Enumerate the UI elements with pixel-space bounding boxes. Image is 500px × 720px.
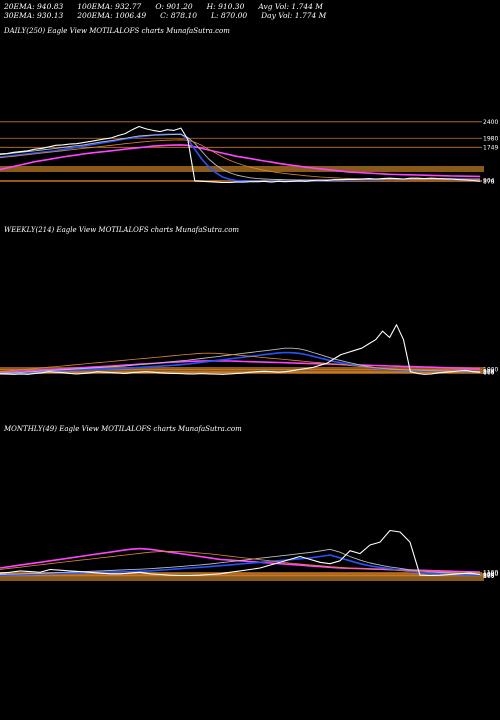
daily-level-label: 1749	[483, 144, 498, 151]
ema200-value: 200EMA: 1006.49	[77, 11, 147, 20]
weekly-level-label: 1000	[483, 367, 498, 374]
ema100-value: 100EMA: 932.77	[77, 2, 142, 11]
daily-price-band	[0, 166, 484, 172]
daily-price-series	[0, 125, 481, 184]
open-value: O: 901.20	[155, 2, 193, 11]
close-value: C: 878.10	[160, 11, 197, 20]
daily-ema-orange-series	[0, 139, 480, 180]
weekly-level-label: 878	[483, 369, 495, 376]
monthly-level-label: 1000	[483, 571, 498, 578]
weekly-ema-pink-series	[0, 359, 481, 374]
indicator-header: 20EMA: 940.83 100EMA: 932.77 O: 901.20 H…	[4, 2, 340, 20]
day-volume-value: Day Vol: 1.774 M	[261, 11, 327, 20]
avg-volume-value: Avg Vol: 1.744 M	[258, 2, 323, 11]
weekly-price-series	[0, 324, 481, 375]
monthly-level-label: 904	[483, 572, 495, 579]
daily-chart-title: DAILY(250) Eagle View MOTILALOFS charts …	[4, 27, 230, 35]
daily-level-label: 2400	[483, 119, 498, 126]
low-value: L: 870.00	[211, 11, 248, 20]
monthly-price-series	[0, 529, 481, 577]
header-row-2: 30EMA: 930.13 200EMA: 1006.49 C: 878.10 …	[4, 11, 340, 20]
daily-ema-pink-series	[0, 144, 481, 178]
daily-level-label: 904	[483, 177, 495, 184]
high-value: H: 910.30	[206, 2, 245, 11]
weekly-level-label: 904	[483, 369, 495, 376]
monthly-level-label: 878	[483, 573, 495, 580]
weekly-chart-title: WEEKLY(214) Eagle View MOTILALOFS charts…	[4, 226, 240, 234]
monthly-ema-orange-series	[0, 550, 481, 573]
monthly-level-label: 860	[483, 573, 495, 580]
monthly-level-label: 1100	[483, 569, 498, 576]
monthly-chart-title: MONTHLY(49) Eagle View MOTILALOFS charts…	[4, 425, 242, 433]
weekly-level-label: 860	[483, 370, 495, 377]
daily-level-label: 878	[483, 178, 495, 185]
ema20-value: 20EMA: 940.83	[4, 2, 64, 11]
weekly-ema-orange-series	[0, 352, 481, 373]
monthly-price-band	[0, 573, 484, 581]
weekly-price-band	[0, 367, 484, 374]
daily-level-label: 1980	[483, 135, 498, 142]
header-row-1: 20EMA: 940.83 100EMA: 932.77 O: 901.20 H…	[4, 2, 340, 11]
ema30-value: 30EMA: 930.13	[4, 11, 64, 20]
